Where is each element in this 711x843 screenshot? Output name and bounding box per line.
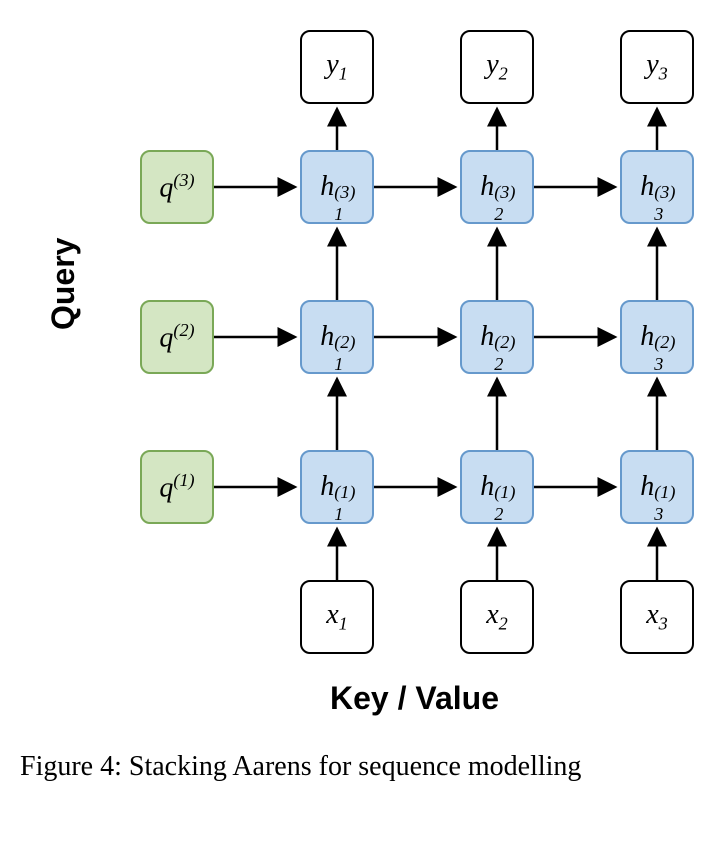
- axis-label-keyvalue: Key / Value: [330, 680, 499, 717]
- node-q1: q(1): [140, 450, 214, 524]
- axis-label-query: Query: [45, 238, 82, 330]
- q3-base: q: [159, 172, 173, 203]
- node-q2: q(2): [140, 300, 214, 374]
- h23-base: h: [480, 171, 494, 202]
- h11-sup: (1): [334, 482, 355, 503]
- h12-sub: 1: [334, 354, 343, 375]
- y3-base: y: [646, 49, 658, 80]
- y3-sub: 3: [659, 64, 668, 84]
- diagram-container: y1 y2 y3 q(3) q(2) q(1) h(3)1 h(3)2 h(3)…: [20, 20, 691, 823]
- x3-base: x: [646, 599, 658, 630]
- node-h33: h(3)3: [620, 150, 694, 224]
- node-h12: h(2)1: [300, 300, 374, 374]
- h32-base: h: [640, 321, 654, 352]
- q2-sup: (2): [173, 320, 194, 340]
- node-h13: h(3)1: [300, 150, 374, 224]
- node-x3: x3: [620, 580, 694, 654]
- h33-sup: (3): [654, 182, 675, 203]
- h21-sup: (1): [494, 482, 515, 503]
- y2-sub: 2: [499, 64, 508, 84]
- h31-base: h: [640, 471, 654, 502]
- node-q3: q(3): [140, 150, 214, 224]
- x1-base: x: [326, 599, 338, 630]
- x3-sub: 3: [659, 614, 668, 634]
- h22-base: h: [480, 321, 494, 352]
- h11-base: h: [320, 471, 334, 502]
- h13-base: h: [320, 171, 334, 202]
- node-x2: x2: [460, 580, 534, 654]
- y1-base: y: [326, 49, 338, 80]
- figure-caption: Figure 4: Stacking Aarens for sequence m…: [20, 750, 691, 784]
- h13-sup: (3): [334, 182, 355, 203]
- h31-sup: (1): [654, 482, 675, 503]
- q1-sup: (1): [173, 470, 194, 490]
- h31-sub: 3: [654, 504, 663, 525]
- h33-sub: 3: [654, 204, 663, 225]
- h12-sup: (2): [334, 332, 355, 353]
- h21-base: h: [480, 471, 494, 502]
- y1-sub: 1: [339, 64, 348, 84]
- q1-base: q: [159, 472, 173, 503]
- node-y2: y2: [460, 30, 534, 104]
- node-h32: h(2)3: [620, 300, 694, 374]
- x2-base: x: [486, 599, 498, 630]
- h23-sub: 2: [494, 204, 503, 225]
- node-h22: h(2)2: [460, 300, 534, 374]
- h33-base: h: [640, 171, 654, 202]
- h23-sup: (3): [494, 182, 515, 203]
- y2-base: y: [486, 49, 498, 80]
- node-h11: h(1)1: [300, 450, 374, 524]
- h32-sub: 3: [654, 354, 663, 375]
- x1-sub: 1: [339, 614, 348, 634]
- node-y1: y1: [300, 30, 374, 104]
- h32-sup: (2): [654, 332, 675, 353]
- node-y3: y3: [620, 30, 694, 104]
- h12-base: h: [320, 321, 334, 352]
- h13-sub: 1: [334, 204, 343, 225]
- x2-sub: 2: [499, 614, 508, 634]
- h22-sub: 2: [494, 354, 503, 375]
- q2-base: q: [159, 322, 173, 353]
- node-x1: x1: [300, 580, 374, 654]
- h21-sub: 2: [494, 504, 503, 525]
- h11-sub: 1: [334, 504, 343, 525]
- h22-sup: (2): [494, 332, 515, 353]
- node-h21: h(1)2: [460, 450, 534, 524]
- node-h31: h(1)3: [620, 450, 694, 524]
- node-h23: h(3)2: [460, 150, 534, 224]
- q3-sup: (3): [173, 170, 194, 190]
